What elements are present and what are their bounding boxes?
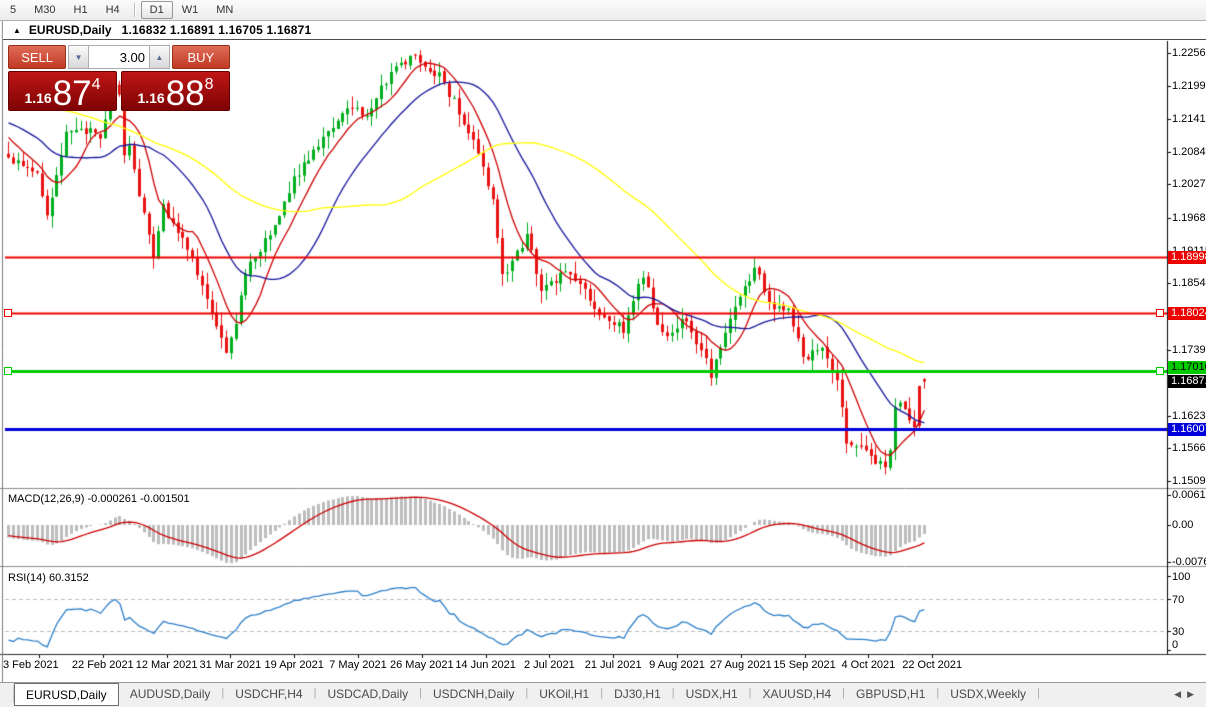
price-level-badge: 1.16007: [1168, 423, 1206, 436]
chart-tab-ukoil-h1[interactable]: UKOil,H1: [539, 686, 590, 701]
timeframe-button-h4[interactable]: H4: [105, 4, 120, 16]
tab-separator: |: [419, 687, 422, 699]
chart-tab-xauusd-h4[interactable]: XAUUSD,H4: [762, 686, 832, 701]
chart-tab-gbpusd-h1[interactable]: GBPUSD,H1: [856, 686, 926, 701]
tabs-scroll-left-icon[interactable]: ◀: [1174, 689, 1188, 699]
date-axis-label: 3 Feb 2021: [3, 659, 59, 671]
rsi-axis-label: 70: [1172, 594, 1185, 607]
hline-drag-handle[interactable]: [4, 367, 12, 375]
hline-drag-handle[interactable]: [4, 309, 12, 317]
price-axis-label: 1.17390: [1172, 343, 1206, 356]
macd-axis-label: -0.00762: [1172, 555, 1206, 568]
chart-symbol-title: EURUSD,Daily: [28, 23, 112, 37]
toolbar-separator: [133, 3, 136, 17]
rsi-axis-label: 0: [1172, 639, 1179, 651]
chart-tab-usdx-weekly[interactable]: USDX,Weekly: [950, 686, 1027, 701]
chart-tabs-bar: EURUSD,Daily AUDUSD,Daily | USDCHF,H4 | USDCA…: [0, 682, 1206, 707]
date-axis-label: 12 Mar 2021: [135, 659, 198, 671]
date-axis-label: 19 Apr 2021: [264, 659, 324, 671]
date-axis-label: 7 May 2021: [329, 659, 387, 671]
timeframe-button-m30[interactable]: M30: [34, 4, 56, 16]
price-level-badge: 1.18024: [1168, 307, 1206, 320]
macd-indicator-title: MACD(12,26,9) -0.000261 -0.001501: [8, 493, 190, 505]
tab-separator: |: [1037, 687, 1040, 699]
sell-price-big: 87: [52, 74, 92, 114]
price-level-badge: 1.17010: [1168, 361, 1206, 374]
hline-drag-handle[interactable]: [1156, 309, 1164, 317]
price-axis-label: 1.21410: [1172, 113, 1206, 126]
timeframe-button-5[interactable]: 5: [10, 4, 17, 16]
volume-increase-button[interactable]: ▲: [149, 45, 170, 69]
buy-price-button[interactable]: 1.16 88 8: [121, 71, 230, 111]
date-axis-label: 9 Aug 2021: [649, 659, 705, 671]
tabbar-left-notch: [0, 685, 14, 703]
chart-tab-usdcnh-daily[interactable]: USDCNH,Daily: [432, 686, 515, 701]
hline-drag-handle[interactable]: [1156, 367, 1164, 375]
price-axis-label: 1.22565: [1172, 47, 1206, 59]
date-axis-label: 2 Jul 2021: [524, 659, 575, 671]
collapse-panel-icon[interactable]: ▲: [13, 25, 21, 35]
timeframe-toolbar: 5 M30 H1 H4 D1 W1 MN: [0, 0, 1206, 21]
tabs-scroll-right-icon[interactable]: ▶: [1187, 689, 1200, 699]
chart-tab-dj30-h1[interactable]: DJ30,H1: [614, 686, 661, 701]
price-axis-label: 1.15665: [1172, 442, 1206, 455]
buy-price-prefix: 1.16: [137, 90, 165, 106]
price-axis-label: 1.20270: [1172, 178, 1206, 191]
chart-tab-eurusd-daily[interactable]: EURUSD,Daily: [14, 683, 119, 706]
price-axis-label: 1.18545: [1172, 277, 1206, 290]
date-axis-label: 21 Jul 2021: [584, 659, 642, 671]
chart-titlebar: ▲ EURUSD,Daily 1.16832 1.16891 1.16705 1…: [3, 21, 1206, 40]
date-axis-label: 15 Sep 2021: [773, 659, 836, 671]
macd-axis-label: 0.006193: [1172, 489, 1206, 502]
volume-input[interactable]: [89, 45, 149, 69]
tab-separator: |: [525, 687, 529, 699]
tab-separator: |: [671, 687, 675, 699]
rsi-axis-label: 30: [1172, 625, 1185, 638]
macd-axis-label: 0.00: [1172, 519, 1194, 531]
tab-separator: |: [748, 687, 752, 699]
sell-button[interactable]: SELL: [8, 45, 67, 69]
sell-price-sup: 4: [91, 76, 101, 93]
timeframe-button-mn[interactable]: MN: [216, 4, 234, 16]
chart-tab-usdx-h1[interactable]: USDX,H1: [685, 686, 738, 701]
buy-button[interactable]: BUY: [171, 45, 230, 69]
date-axis-label: 22 Oct 2021: [902, 659, 963, 671]
date-axis-label: 4 Oct 2021: [841, 659, 896, 671]
price-axis-label: 1.16235: [1172, 409, 1206, 422]
volume-decrease-button[interactable]: ▼: [68, 45, 89, 69]
buy-price-sup: 8: [204, 76, 214, 93]
sell-price-button[interactable]: 1.16 87 4: [8, 71, 117, 111]
tab-separator: |: [313, 687, 317, 699]
date-axis-label: 22 Feb 2021: [71, 659, 134, 671]
chart-tab-usdchf-h4[interactable]: USDCHF,H4: [235, 686, 303, 701]
date-axis-label: 31 Mar 2021: [199, 659, 262, 671]
tab-separator: |: [936, 687, 940, 699]
timeframe-button-h1[interactable]: H1: [73, 4, 88, 16]
one-click-trade-panel: SELL ▼ ▲ BUY 1.16 87 4 1.16 88 8: [8, 45, 230, 111]
date-axis-label: 26 May 2021: [389, 659, 454, 671]
sell-price-prefix: 1.16: [24, 90, 52, 106]
date-axis-label: 14 Jun 2021: [455, 659, 516, 671]
price-axis-label: 1.19685: [1172, 212, 1206, 224]
rsi-indicator-title: RSI(14) 60.3152: [8, 572, 89, 584]
chart-ohlc-values: 1.16832 1.16891 1.16705 1.16871: [121, 23, 312, 37]
timeframe-button-w1[interactable]: W1: [181, 4, 199, 16]
chart-tab-audusd-daily[interactable]: AUDUSD,Daily: [129, 686, 211, 701]
date-axis-label: 27 Aug 2021: [709, 659, 772, 671]
tab-separator: |: [600, 687, 604, 699]
price-axis-label: 1.20840: [1172, 145, 1206, 158]
tab-separator: |: [221, 687, 225, 699]
timeframe-button-d1[interactable]: D1: [140, 1, 173, 19]
price-level-badge: 1.16871: [1168, 375, 1206, 388]
price-level-badge: 1.18998: [1168, 251, 1206, 264]
tab-separator: |: [842, 687, 846, 699]
price-axis-label: 1.21995: [1172, 79, 1206, 92]
rsi-axis-label: 100: [1172, 571, 1191, 583]
buy-price-big: 88: [165, 74, 205, 114]
price-axis-label: 1.15095: [1172, 475, 1206, 487]
chart-tab-usdcad-daily[interactable]: USDCAD,Daily: [327, 686, 409, 701]
